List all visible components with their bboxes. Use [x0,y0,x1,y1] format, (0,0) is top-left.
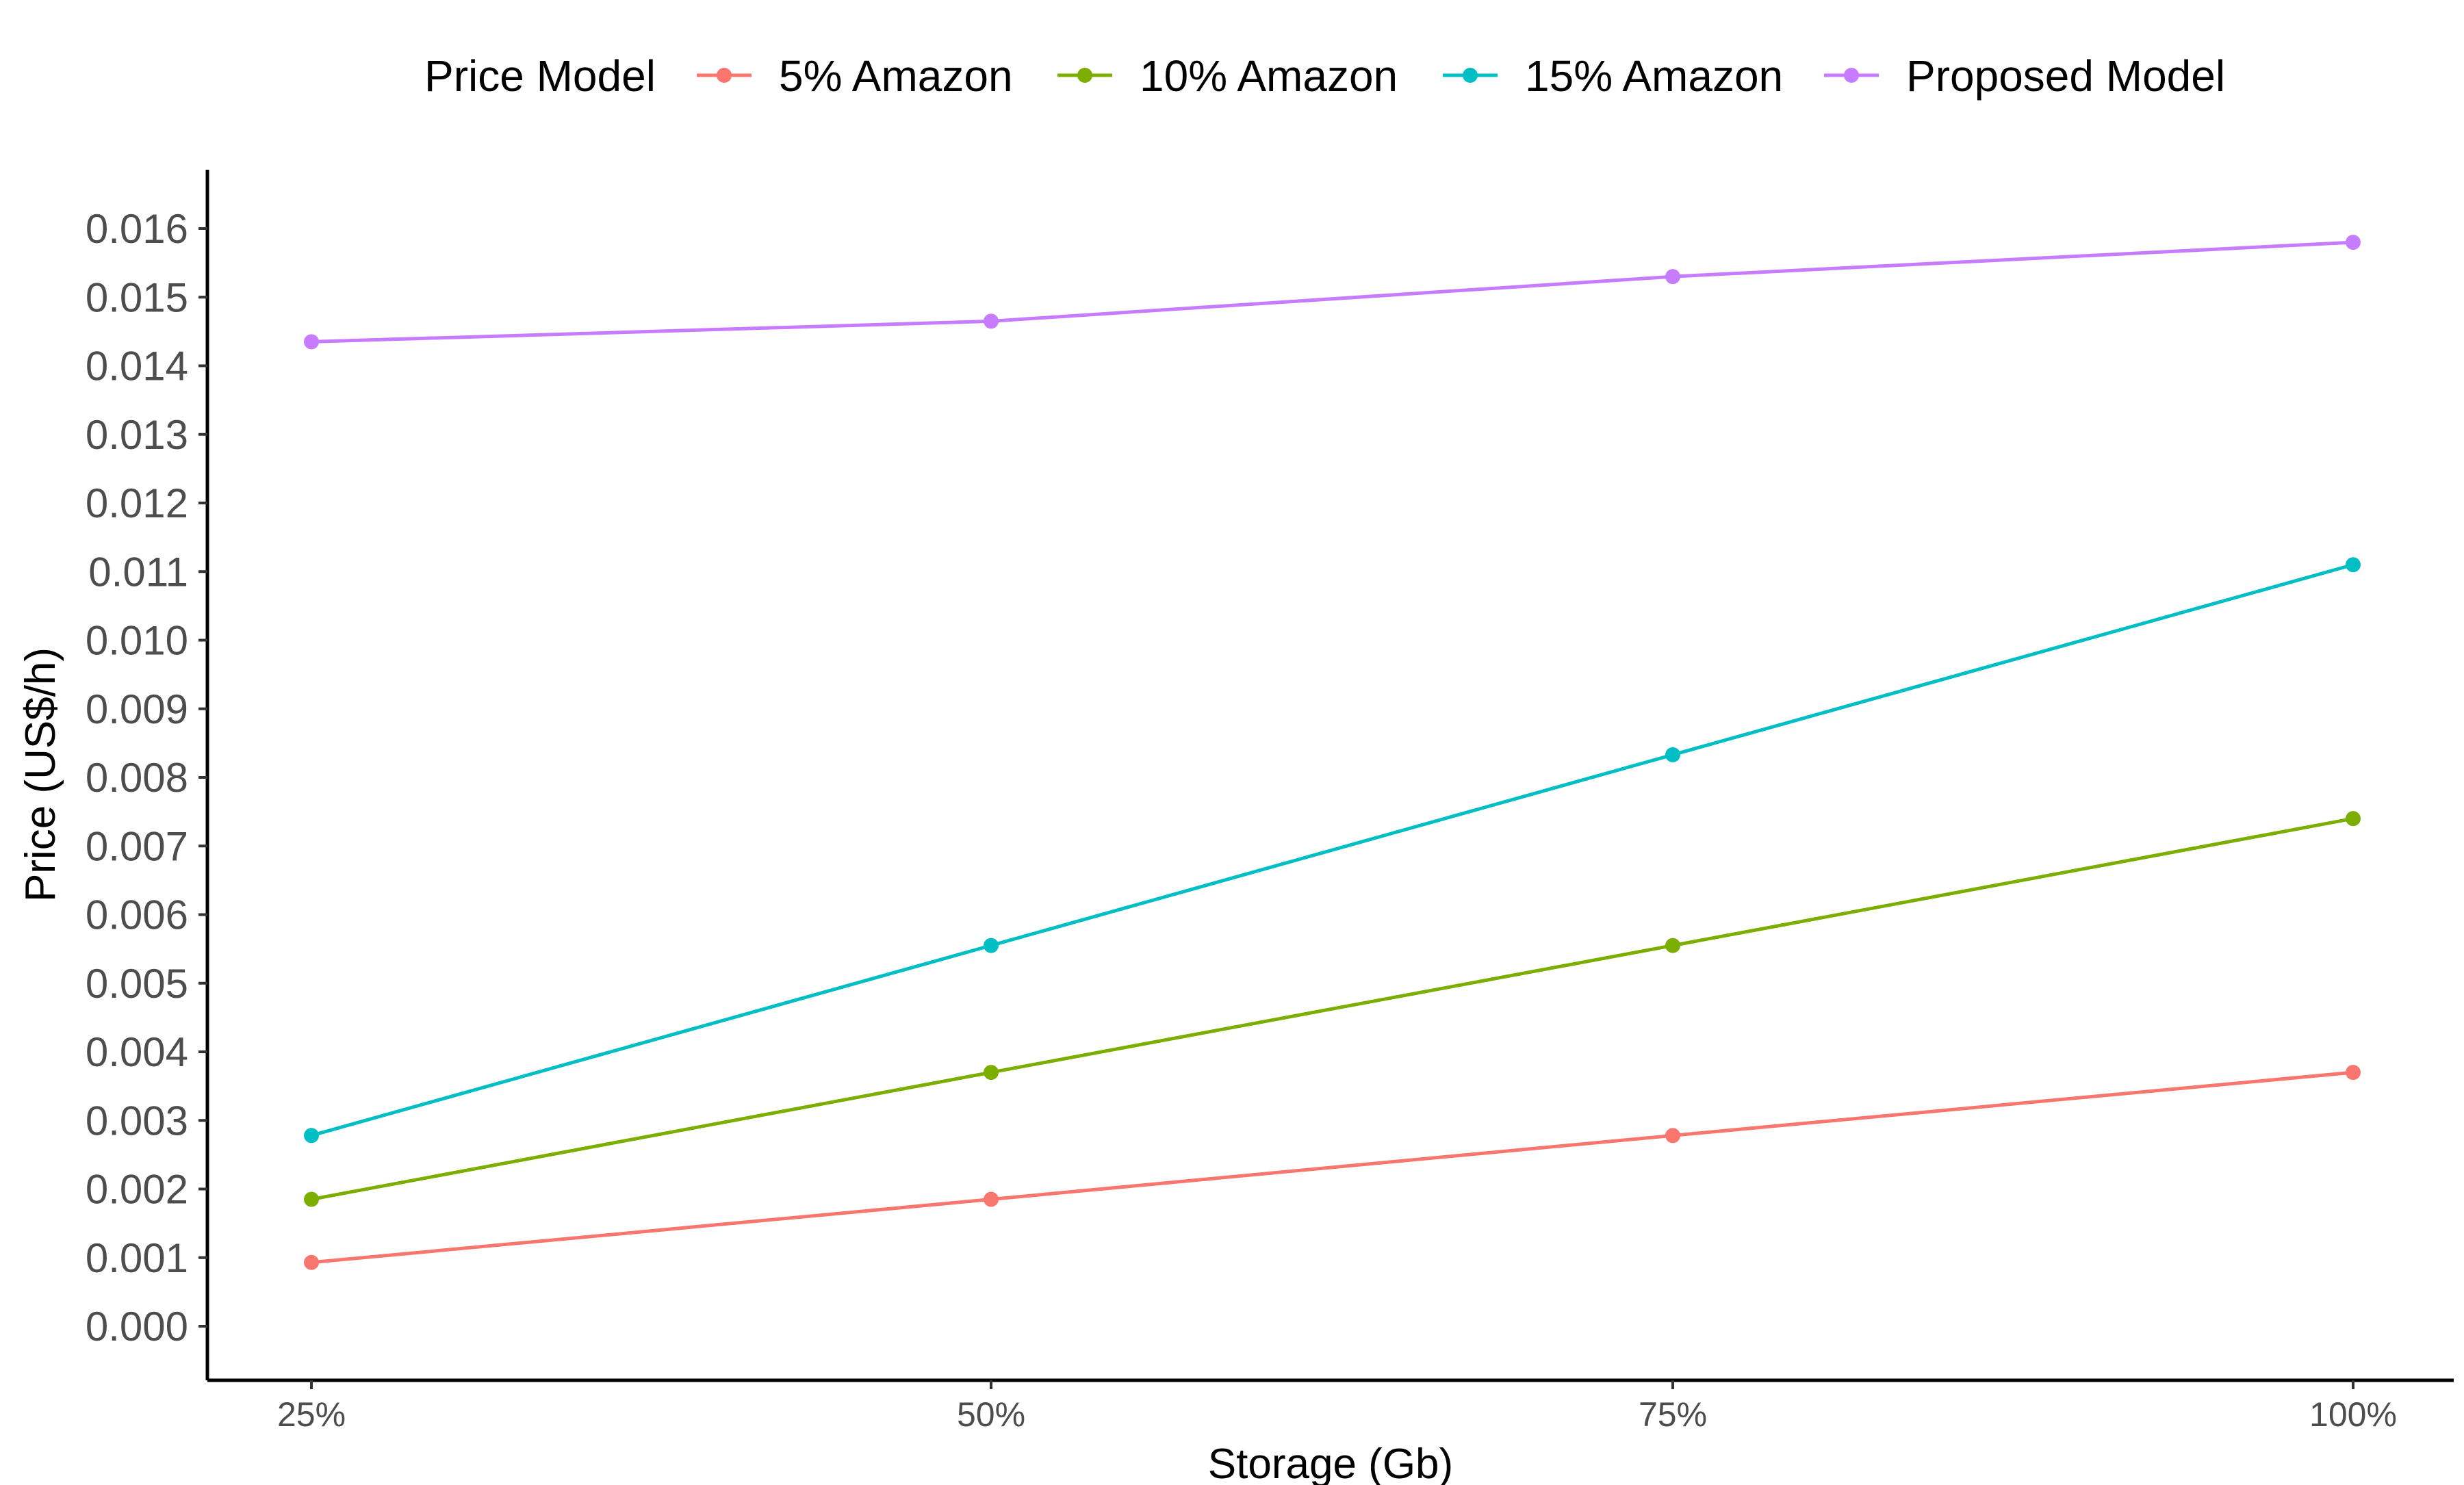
x-axis-title: Storage (Gb) [1208,1441,1453,1485]
legend-swatch-point [717,68,732,83]
x-tick-label: 50% [957,1395,1025,1434]
data-point [2346,235,2361,250]
data-point [984,1065,999,1081]
series-line [311,1070,2354,1265]
data-point [2346,557,2361,573]
legend-item: 15% Amazon [1443,51,1783,101]
series-line [311,816,2354,1201]
series-proposed-model [304,235,2361,350]
data-point [1665,269,1680,285]
data-point [2346,811,2361,827]
series-line [311,240,2354,344]
x-tick-label: 100% [2309,1395,2397,1434]
y-tick-label: 0.011 [88,549,188,595]
plot-area [304,235,2361,1270]
legend-item: 10% Amazon [1057,51,1398,101]
y-tick-label: 0.010 [86,618,188,664]
data-point [984,938,999,953]
data-point [984,1191,999,1207]
legend-label: 15% Amazon [1525,51,1783,101]
y-tick-label: 0.008 [86,755,188,801]
series-line [311,563,2354,1137]
y-tick-label: 0.012 [86,480,188,526]
data-point [2346,1065,2361,1081]
legend: Price Model 5% Amazon 10% Amazon 15% Amazo… [424,51,2225,101]
y-tick-label: 0.003 [86,1098,188,1144]
series-10-amazon [304,811,2361,1207]
legend-item: Proposed Model [1824,51,2225,101]
data-point [304,1128,319,1144]
y-tick-label: 0.002 [86,1167,188,1213]
y-axis-ticks: 0.000 0.001 0.002 0.003 0.004 0.005 0.006 0.007… [86,206,207,1350]
y-tick-label: 0.014 [86,344,188,389]
data-point [1665,747,1680,762]
legend-swatch-point [1844,68,1859,83]
y-tick-label: 0.015 [86,274,188,320]
legend-label: Proposed Model [1906,51,2225,101]
y-tick-label: 0.004 [86,1029,188,1075]
x-tick-label: 25% [277,1395,346,1434]
y-tick-label: 0.006 [86,892,188,938]
y-tick-label: 0.016 [86,206,188,252]
y-tick-label: 0.005 [86,961,188,1007]
y-tick-label: 0.007 [86,823,188,869]
legend-swatch-point [1077,68,1092,83]
legend-label: 10% Amazon [1140,51,1398,101]
y-tick-label: 0.013 [86,412,188,458]
y-tick-label: 0.001 [86,1235,188,1281]
legend-item: 5% Amazon [697,51,1013,101]
data-point [1665,1128,1680,1144]
data-point [304,1254,319,1270]
legend-swatch-point [1463,68,1478,83]
y-axis-title: Price (US$/h) [17,647,64,902]
data-point [304,334,319,350]
data-point [984,313,999,329]
data-point [1665,938,1680,953]
y-tick-label: 0.000 [86,1304,188,1350]
series-5-amazon [304,1065,2361,1270]
x-axis-ticks: 25% 50% 75% 100% [277,1380,2397,1434]
y-tick-label: 0.009 [86,686,188,732]
data-point [304,1191,319,1207]
legend-title: Price Model [424,51,656,101]
legend-label: 5% Amazon [779,51,1013,101]
series-15-amazon [304,557,2361,1144]
x-tick-label: 75% [1639,1395,1707,1434]
